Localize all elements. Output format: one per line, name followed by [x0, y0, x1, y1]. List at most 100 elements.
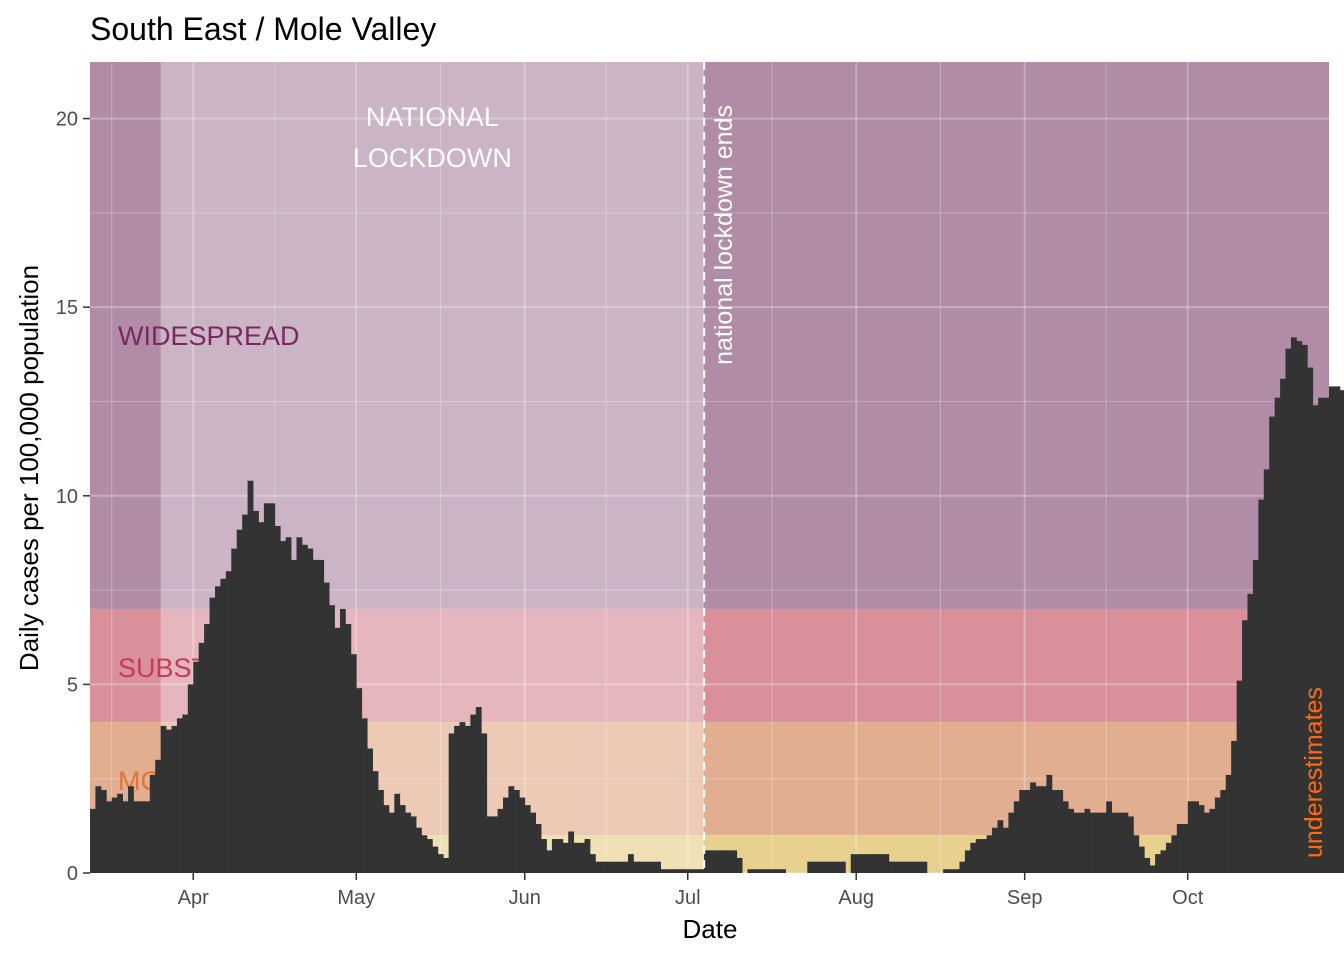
bar	[253, 510, 259, 873]
bar	[595, 861, 602, 873]
bar	[437, 854, 444, 873]
bar	[992, 827, 998, 873]
bar	[943, 869, 950, 873]
bar	[416, 827, 422, 873]
bar	[503, 797, 509, 873]
bar	[1035, 786, 1042, 873]
bar	[1084, 808, 1091, 873]
bar	[763, 869, 770, 873]
bar	[1225, 774, 1232, 873]
x-tick-label: Aug	[838, 887, 874, 909]
bar	[535, 823, 542, 873]
bar	[752, 869, 759, 873]
bar	[1339, 390, 1344, 873]
bar	[182, 714, 189, 873]
bar	[1252, 559, 1259, 873]
bar	[171, 725, 178, 873]
bar	[1160, 850, 1167, 873]
bar	[910, 861, 917, 873]
bar	[486, 816, 493, 873]
bar	[861, 854, 868, 873]
bar	[258, 522, 265, 873]
bar	[356, 688, 363, 873]
bar	[1089, 812, 1096, 873]
bar	[399, 805, 406, 873]
bar	[225, 571, 232, 873]
bar	[394, 793, 401, 873]
bar	[807, 861, 814, 873]
bar	[339, 608, 346, 873]
bar	[997, 820, 1004, 873]
bar	[513, 790, 520, 873]
bar	[508, 786, 515, 873]
bar	[117, 793, 124, 873]
bar	[921, 861, 928, 873]
bar	[655, 861, 661, 873]
bar	[557, 839, 564, 873]
bar	[562, 842, 569, 873]
band-widespread	[90, 62, 1329, 609]
bar	[829, 861, 835, 873]
bar	[883, 854, 890, 873]
bar	[1122, 812, 1129, 873]
bar	[242, 514, 248, 873]
bar	[481, 733, 488, 873]
bar	[709, 850, 716, 873]
bar	[149, 774, 156, 873]
x-tick-label: Sep	[1007, 887, 1043, 909]
bar	[95, 786, 102, 873]
bar	[448, 733, 455, 873]
bar	[1334, 386, 1341, 873]
bar	[769, 869, 776, 873]
bar	[388, 812, 395, 873]
bar	[1062, 801, 1069, 873]
bar	[698, 869, 705, 873]
bar	[187, 684, 194, 873]
bar	[1019, 790, 1026, 873]
bar	[1301, 344, 1308, 873]
bar	[1204, 812, 1210, 873]
bar	[986, 835, 993, 873]
bar	[1079, 812, 1085, 873]
bar	[307, 548, 314, 873]
bar	[812, 861, 819, 873]
bar	[877, 854, 884, 873]
bar	[269, 503, 276, 873]
bar	[1127, 816, 1134, 873]
bar	[747, 869, 754, 873]
bar	[1008, 812, 1015, 873]
bar	[839, 861, 846, 873]
bar	[1209, 808, 1216, 873]
bar	[606, 861, 613, 873]
bar	[600, 861, 607, 873]
bar	[1024, 790, 1031, 873]
bar	[1165, 842, 1172, 873]
bar	[1100, 812, 1107, 873]
bar	[1231, 740, 1238, 873]
bar	[155, 759, 162, 873]
bar	[780, 869, 786, 873]
bar	[617, 861, 623, 873]
bar	[959, 861, 966, 873]
bar	[872, 854, 879, 873]
bar	[736, 857, 743, 873]
bar	[1040, 786, 1047, 873]
bar	[198, 642, 205, 873]
underestimates-label: underestimates	[1300, 687, 1328, 858]
bar	[405, 812, 412, 873]
bar	[682, 869, 689, 873]
bar	[128, 786, 134, 873]
bar	[1312, 405, 1319, 873]
bar	[312, 559, 319, 873]
bar	[220, 578, 227, 873]
y-axis: 0 5 10 15 20	[56, 109, 90, 885]
bar	[361, 718, 368, 873]
bar	[627, 854, 634, 873]
x-axis: Apr May Jun Jul Aug Sep Oct	[178, 873, 1204, 909]
bar	[584, 839, 591, 873]
x-tick-label: Jul	[675, 887, 701, 909]
bar	[714, 850, 721, 873]
x-tick-label: Jun	[509, 887, 541, 909]
bar	[291, 559, 297, 873]
bar	[818, 861, 825, 873]
